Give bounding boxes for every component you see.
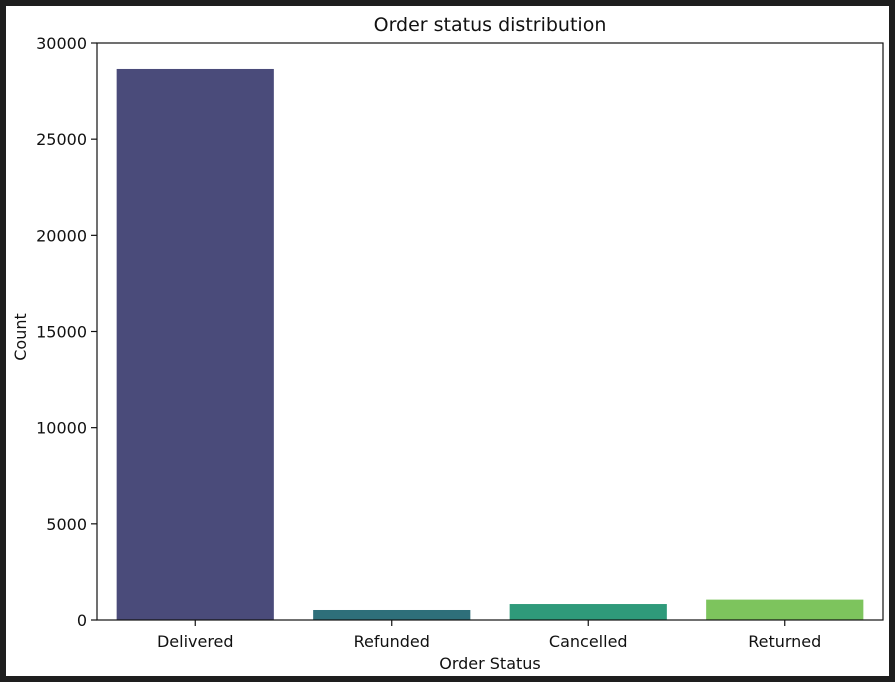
y-tick-label: 30000 xyxy=(36,34,87,53)
plot-area-frame xyxy=(96,42,884,621)
bar-returned xyxy=(706,599,864,620)
bar-delivered xyxy=(116,68,274,621)
bar-cancelled xyxy=(509,604,667,620)
y-tick-label: 10000 xyxy=(36,419,87,438)
bars-group xyxy=(116,68,864,621)
chart-figure: Order status distribution Count Order St… xyxy=(6,6,889,676)
x-tick-label: Refunded xyxy=(354,632,430,651)
x-axis-ticks: Delivered Refunded Cancelled Returned xyxy=(157,620,821,651)
bar-chart: Order status distribution Count Order St… xyxy=(11,14,884,673)
x-tick-label: Delivered xyxy=(157,632,234,651)
x-tick-label: Returned xyxy=(748,632,821,651)
y-tick-label: 0 xyxy=(77,611,87,630)
y-tick-label: 5000 xyxy=(46,515,87,534)
y-tick-label: 15000 xyxy=(36,323,87,342)
y-tick-label: 25000 xyxy=(36,130,87,149)
bar-refunded xyxy=(313,609,471,620)
y-axis-label: Count xyxy=(11,313,30,361)
y-axis-ticks: 0 5000 10000 15000 20000 25000 30000 xyxy=(36,34,97,630)
chart-title: Order status distribution xyxy=(374,14,607,36)
y-tick-label: 20000 xyxy=(36,226,87,245)
x-axis-label: Order Status xyxy=(439,654,541,673)
x-tick-label: Cancelled xyxy=(549,632,628,651)
